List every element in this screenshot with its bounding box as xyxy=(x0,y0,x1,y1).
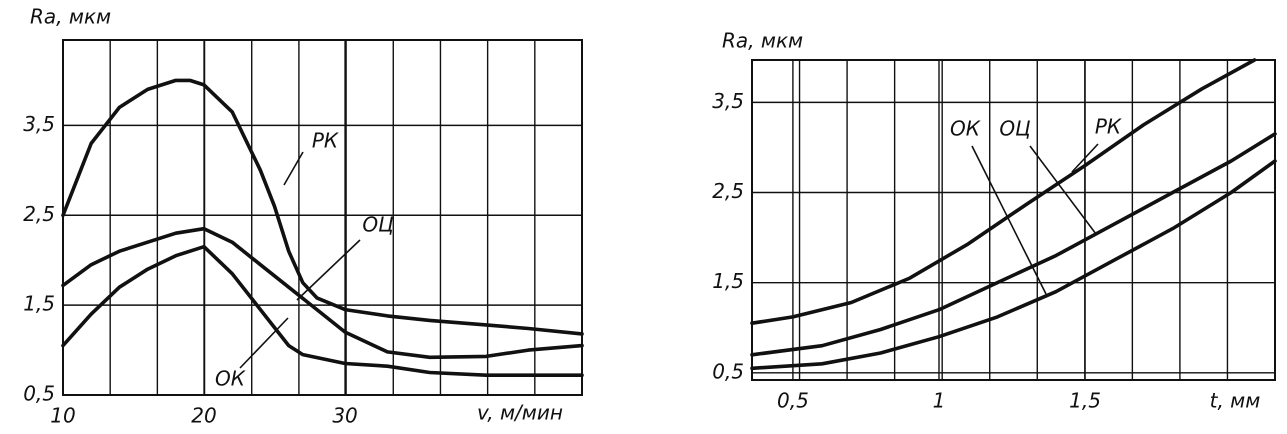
y-tick-label: 3,5 xyxy=(23,112,55,136)
y-tick-label: 1,5 xyxy=(712,269,744,293)
line-1 xyxy=(61,226,584,360)
series-label: ОЦ xyxy=(999,117,1030,141)
line-2 xyxy=(750,58,1257,325)
y-axis-title: Ra, мкм xyxy=(722,29,803,53)
plot-frame xyxy=(62,39,583,396)
series-label: РК xyxy=(312,129,339,153)
y-tick-label: 0,5 xyxy=(23,382,55,406)
y-tick-label: 0,5 xyxy=(712,359,744,383)
y-tick-label: 2,5 xyxy=(23,202,55,226)
x-axis-title: v, м/мин xyxy=(477,401,563,425)
x-tick-label: 10 xyxy=(50,404,75,428)
leader-line xyxy=(296,239,361,301)
leader-line xyxy=(1071,143,1099,173)
series-label: ОК xyxy=(215,367,246,391)
line-0 xyxy=(61,78,584,336)
leader-line xyxy=(239,317,289,369)
line-2 xyxy=(61,244,584,377)
x-axis-title: t, мм xyxy=(1210,389,1261,413)
y-tick-label: 2,5 xyxy=(712,179,744,203)
leader-line xyxy=(1029,145,1097,235)
x-tick-label: 30 xyxy=(332,404,357,428)
series-label: ОЦ xyxy=(362,213,393,237)
y-tick-label: 3,5 xyxy=(712,89,744,113)
leader-line xyxy=(971,145,1047,295)
x-tick-label: 20 xyxy=(191,404,216,428)
x-tick-label: 1,5 xyxy=(1069,389,1101,413)
x-tick-label: 0,5 xyxy=(777,389,809,413)
y-axis-title: Ra, мкм xyxy=(30,5,111,29)
plot-frame xyxy=(751,59,1276,381)
series-label: ОК xyxy=(950,117,981,141)
line-0 xyxy=(750,159,1277,371)
series-label: РК xyxy=(1095,115,1122,139)
line-1 xyxy=(750,132,1277,357)
y-tick-label: 1,5 xyxy=(23,292,55,316)
leader-line xyxy=(283,151,304,186)
x-tick-label: 1 xyxy=(933,389,946,413)
